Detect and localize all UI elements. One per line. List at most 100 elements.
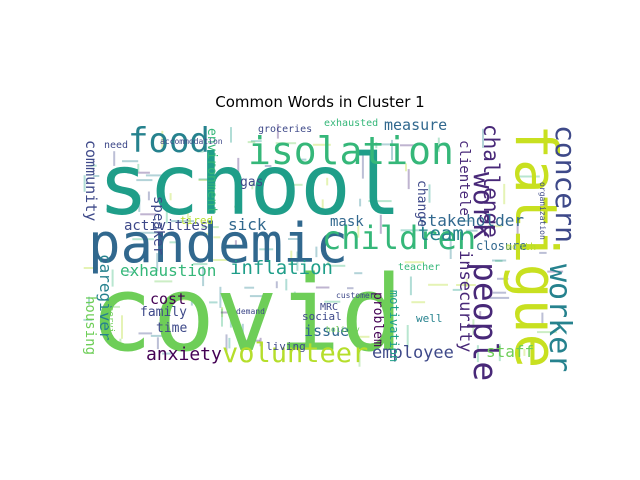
minor-word-mark bbox=[359, 198, 362, 207]
minor-word-mark bbox=[241, 323, 244, 341]
minor-word-mark bbox=[161, 130, 164, 152]
word-family: family bbox=[140, 305, 187, 320]
minor-word-mark bbox=[400, 144, 416, 147]
minor-word-mark bbox=[237, 157, 240, 174]
minor-word-mark bbox=[220, 311, 237, 314]
minor-word-mark bbox=[161, 308, 164, 329]
word-holiday: holiday bbox=[326, 325, 360, 334]
minor-word-mark bbox=[168, 298, 192, 301]
minor-word-mark bbox=[154, 280, 173, 283]
word-food: food bbox=[128, 121, 210, 161]
minor-word-mark bbox=[138, 332, 153, 335]
minor-word-mark bbox=[229, 315, 232, 328]
minor-word-mark bbox=[437, 137, 440, 152]
minor-word-mark bbox=[486, 296, 510, 299]
word-gas: gas bbox=[240, 175, 263, 190]
word-problem: problem bbox=[370, 292, 385, 347]
minor-word-mark bbox=[264, 165, 272, 167]
word-people: people bbox=[466, 262, 505, 381]
minor-word-mark bbox=[492, 259, 507, 262]
minor-word-mark bbox=[296, 251, 299, 271]
word-fatigue: fatigue bbox=[502, 124, 570, 368]
minor-word-mark bbox=[202, 266, 205, 287]
minor-word-mark bbox=[209, 301, 218, 304]
minor-word-texture bbox=[83, 124, 564, 367]
minor-word-mark bbox=[83, 318, 93, 321]
minor-word-mark bbox=[140, 213, 157, 216]
minor-word-mark bbox=[198, 178, 216, 181]
minor-word-mark bbox=[93, 175, 100, 177]
word-challenge: challenge bbox=[479, 124, 503, 238]
minor-word-mark bbox=[121, 315, 123, 339]
minor-word-mark bbox=[378, 143, 391, 146]
minor-word-mark bbox=[201, 232, 210, 235]
minor-word-mark bbox=[135, 198, 137, 211]
minor-word-mark bbox=[482, 128, 484, 148]
word-volunteer: volunteer bbox=[222, 338, 368, 369]
minor-word-mark bbox=[516, 216, 519, 237]
minor-word-mark bbox=[169, 241, 179, 244]
minor-word-mark bbox=[519, 175, 540, 178]
minor-word-mark bbox=[165, 202, 168, 224]
minor-word-mark bbox=[411, 301, 426, 304]
minor-word-mark bbox=[90, 164, 97, 167]
minor-word-mark bbox=[329, 264, 346, 267]
minor-word-mark bbox=[119, 338, 122, 351]
minor-word-mark bbox=[276, 124, 279, 139]
word-social: social bbox=[302, 310, 342, 323]
minor-word-mark bbox=[428, 184, 431, 203]
word-change: change bbox=[414, 180, 429, 227]
word-concern: concern bbox=[549, 125, 582, 243]
chart-title: Common Words in Cluster 1 bbox=[215, 93, 425, 111]
minor-word-mark bbox=[288, 238, 300, 240]
minor-word-mark bbox=[368, 200, 392, 203]
minor-word-mark bbox=[192, 263, 208, 266]
minor-word-mark bbox=[156, 253, 159, 272]
word-children: children bbox=[322, 219, 476, 257]
minor-word-mark bbox=[519, 271, 531, 274]
minor-word-mark bbox=[293, 291, 296, 298]
minor-word-mark bbox=[160, 186, 163, 196]
minor-word-mark bbox=[547, 270, 564, 273]
word-motivation: motivation bbox=[387, 290, 401, 362]
minor-word-mark bbox=[145, 174, 164, 177]
minor-word-mark bbox=[150, 334, 169, 337]
minor-word-mark bbox=[541, 312, 544, 325]
minor-word-mark bbox=[537, 331, 557, 334]
minor-word-mark bbox=[315, 246, 318, 258]
minor-word-mark bbox=[315, 286, 330, 289]
word-cost: cost bbox=[150, 290, 186, 308]
minor-word-mark bbox=[230, 127, 232, 143]
word-insecurity: insecurity bbox=[455, 250, 475, 352]
minor-word-mark bbox=[138, 194, 141, 212]
minor-word-mark bbox=[523, 349, 526, 356]
minor-word-mark bbox=[326, 177, 329, 186]
word-demand: demand bbox=[236, 307, 265, 316]
word-anxiety: anxiety bbox=[146, 344, 222, 365]
minor-word-mark bbox=[111, 269, 114, 287]
word-mask: mask bbox=[330, 214, 364, 230]
minor-word-mark bbox=[211, 259, 231, 261]
minor-word-mark bbox=[109, 305, 120, 308]
minor-word-mark bbox=[136, 179, 153, 182]
word-inflation: inflation bbox=[230, 257, 333, 279]
word-covid: covid bbox=[90, 253, 403, 375]
word-team: team bbox=[418, 223, 464, 245]
word-employee: employee bbox=[372, 343, 454, 363]
minor-word-mark bbox=[186, 213, 189, 227]
minor-word-mark bbox=[221, 307, 224, 318]
word-environment: environment bbox=[204, 128, 219, 214]
word-closure: closure bbox=[476, 239, 527, 253]
minor-word-mark bbox=[354, 272, 363, 275]
word-tired: tired bbox=[180, 214, 213, 227]
minor-word-mark bbox=[379, 214, 382, 234]
minor-word-mark bbox=[288, 183, 303, 186]
minor-word-mark bbox=[83, 175, 86, 192]
minor-word-mark bbox=[234, 240, 237, 249]
minor-word-mark bbox=[290, 250, 293, 266]
word-living: living bbox=[266, 340, 306, 353]
minor-word-mark bbox=[259, 248, 274, 251]
minor-word-mark bbox=[347, 287, 354, 290]
word-month: month bbox=[506, 242, 536, 253]
